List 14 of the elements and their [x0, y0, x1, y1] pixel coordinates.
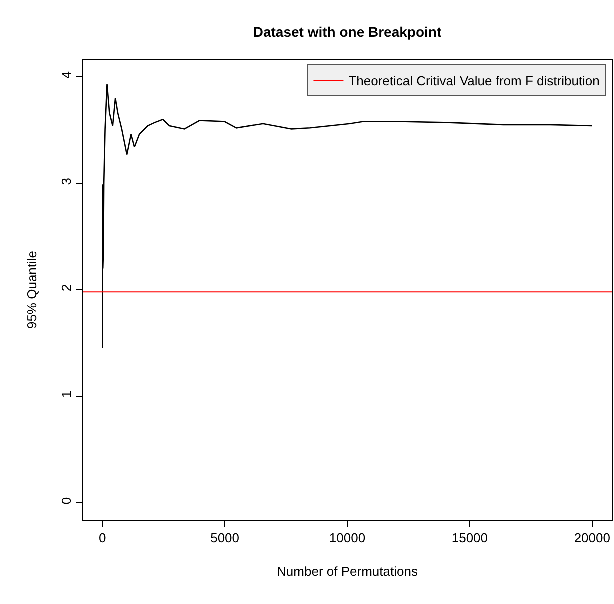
- y-axis-title: 95% Quantile: [24, 250, 40, 330]
- x-tick-label: 20000: [574, 530, 610, 546]
- legend-label: Theoretical Critival Value from F distribution: [348, 74, 600, 89]
- y-tick-label: 0: [58, 497, 74, 505]
- y-tick-label: 1: [58, 390, 74, 398]
- y-tick-label: 3: [58, 178, 74, 186]
- y-tick-label: 4: [58, 71, 74, 79]
- x-axis-title: Number of Permutations: [277, 564, 418, 580]
- x-tick-label: 0: [98, 530, 106, 546]
- y-tick-label: 2: [58, 284, 74, 292]
- chart-title: Dataset with one Breakpoint: [253, 24, 442, 40]
- x-tick-label: 15000: [452, 530, 488, 546]
- x-tick-label: 10000: [329, 530, 366, 546]
- x-tick-label: 5000: [210, 530, 240, 546]
